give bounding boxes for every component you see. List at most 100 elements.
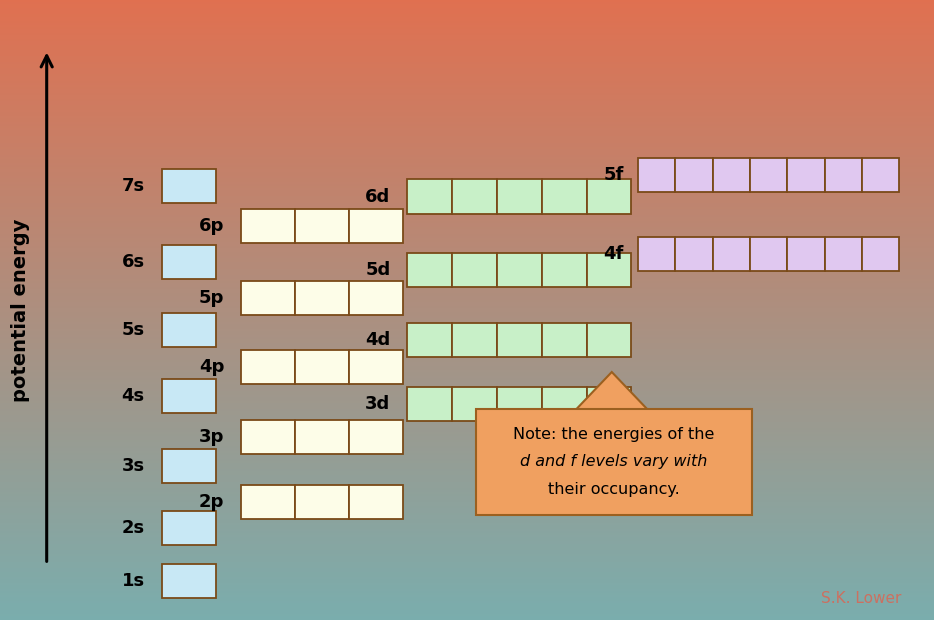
Bar [0, 51, 934, 54]
Bar [0, 33, 934, 35]
Bar [0, 291, 934, 293]
Bar [0, 434, 934, 436]
Text: 3d: 3d [365, 395, 390, 414]
Bar [0, 112, 934, 113]
Bar [0, 169, 934, 172]
Bar [0, 306, 934, 308]
Bar [0, 436, 934, 438]
Bar [0, 197, 934, 198]
Bar [0, 27, 934, 29]
Bar [0, 279, 934, 281]
Bar [0, 178, 934, 180]
Bar [0, 95, 934, 97]
Bar [0, 153, 934, 155]
Polygon shape [576, 372, 647, 409]
Bar [0, 128, 934, 130]
Bar [0, 82, 934, 85]
Bar [0, 110, 934, 112]
FancyBboxPatch shape [587, 387, 631, 422]
Bar [0, 544, 934, 546]
Bar [0, 426, 934, 428]
FancyBboxPatch shape [587, 179, 631, 213]
Bar [0, 167, 934, 169]
Bar [0, 122, 934, 124]
Bar [0, 330, 934, 333]
Bar [0, 143, 934, 144]
Bar [0, 361, 934, 364]
Bar [0, 337, 934, 339]
FancyBboxPatch shape [638, 237, 675, 272]
FancyBboxPatch shape [497, 387, 542, 422]
Text: 5f: 5f [603, 166, 624, 184]
Bar [0, 507, 934, 508]
Bar [0, 221, 934, 223]
Bar [0, 494, 934, 496]
FancyBboxPatch shape [241, 350, 295, 384]
Bar [0, 411, 934, 414]
Bar [0, 304, 934, 306]
Bar [0, 37, 934, 39]
Bar [0, 392, 934, 395]
Bar [0, 105, 934, 107]
Bar [0, 87, 934, 89]
Bar [0, 583, 934, 585]
Bar [0, 17, 934, 19]
Bar [0, 531, 934, 533]
Bar [0, 293, 934, 296]
Bar [0, 132, 934, 135]
Bar [0, 281, 934, 283]
Bar [0, 521, 934, 523]
FancyBboxPatch shape [452, 387, 497, 422]
Bar [0, 513, 934, 515]
Text: 3p: 3p [199, 428, 224, 446]
Bar [0, 29, 934, 31]
FancyBboxPatch shape [542, 179, 587, 213]
Bar [0, 116, 934, 118]
Text: 4s: 4s [121, 386, 145, 405]
Bar [0, 250, 934, 252]
Bar [0, 225, 934, 228]
FancyBboxPatch shape [452, 179, 497, 213]
Bar [0, 618, 934, 620]
FancyBboxPatch shape [162, 244, 216, 279]
Bar [0, 581, 934, 583]
FancyBboxPatch shape [497, 179, 542, 213]
Bar [0, 463, 934, 465]
Bar [0, 589, 934, 591]
Bar [0, 525, 934, 527]
FancyBboxPatch shape [750, 157, 787, 192]
Bar [0, 149, 934, 151]
Bar [0, 415, 934, 417]
FancyBboxPatch shape [162, 511, 216, 546]
FancyBboxPatch shape [476, 409, 752, 515]
Bar [0, 473, 934, 476]
Bar [0, 597, 934, 600]
Bar [0, 118, 934, 120]
Bar [0, 56, 934, 58]
FancyBboxPatch shape [787, 237, 825, 272]
Bar [0, 64, 934, 66]
Bar [0, 8, 934, 11]
Bar [0, 358, 934, 360]
Bar [0, 14, 934, 17]
Bar [0, 366, 934, 368]
FancyBboxPatch shape [241, 485, 295, 520]
Bar [0, 516, 934, 519]
Bar [0, 206, 934, 209]
Bar [0, 101, 934, 104]
Bar [0, 423, 934, 426]
Bar [0, 333, 934, 335]
Text: 5s: 5s [121, 321, 145, 339]
Bar [0, 440, 934, 442]
Bar [0, 174, 934, 175]
Bar [0, 360, 934, 361]
FancyBboxPatch shape [407, 323, 452, 357]
FancyBboxPatch shape [295, 280, 349, 314]
Bar [0, 595, 934, 597]
Bar [0, 267, 934, 268]
Bar [0, 578, 934, 581]
Bar [0, 572, 934, 575]
FancyBboxPatch shape [497, 253, 542, 286]
Bar [0, 223, 934, 225]
Bar [0, 535, 934, 538]
